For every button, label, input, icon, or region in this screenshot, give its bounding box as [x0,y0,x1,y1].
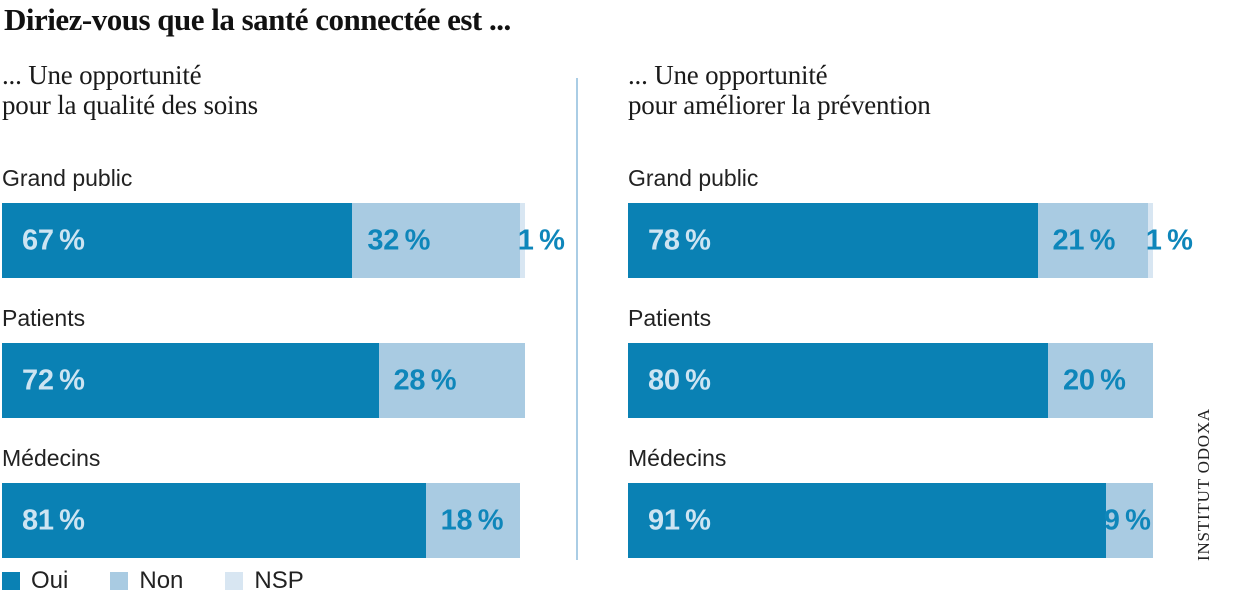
panel-prevention: ... Une opportunité pour améliorer la pr… [628,60,1193,558]
stacked-bar: 67 % 32 % 1 % [2,203,565,278]
legend-item-non: Non [110,567,183,595]
bar-row: Médecins 81 % 18 % [2,444,525,558]
category-label: Patients [2,305,86,331]
bar-value-label: 20 % [1063,364,1126,396]
stacked-bar: 81 % 18 % [2,483,525,558]
bar-value-label: 81 % [22,504,85,536]
bar-rows: Grand public 78 % 21 % 1 % Patients 80 % 20 % M… [628,164,1193,558]
page-title: Diriez-vous que la santé connectée est .… [4,2,511,37]
category-label: Patients [628,305,712,331]
stacked-bar: 78 % 21 % 1 % [628,203,1193,278]
bar-value-label: 78 % [648,224,711,256]
bar-value-label: 18 % [440,504,504,536]
panel-subtitle: ... Une opportunité pour améliorer la pr… [628,60,1153,120]
source-credit: INSTITUT ODOXA [1194,407,1213,561]
legend-swatch-icon [110,572,129,590]
category-label: Médecins [628,445,727,471]
panel-subtitle-line2: pour améliorer la prévention [628,90,931,120]
bar-segment-nsp: 1 % [518,203,565,278]
bar-segment-non: 9 % [1103,483,1153,558]
legend-label: Oui [31,567,69,594]
bar-row: Patients 72 % 28 % [2,304,525,418]
bar-segment-non: 32 % [352,203,520,278]
bar-segment-non: 18 % [425,483,520,558]
bar-segment-oui: 72 % [2,343,379,418]
panel-subtitle: ... Une opportunité pour la qualité des … [2,60,525,120]
category-label: Médecins [2,445,101,471]
bar-value-label: 32 % [367,224,431,256]
bar-segment-non: 28 % [378,343,525,418]
bar-segment-oui: 81 % [2,483,426,558]
legend-label: NSP [254,567,304,594]
bar-value-label: 72 % [22,364,85,396]
bar-value-label: 80 % [648,364,711,396]
bar-value-label: 21 % [1052,224,1116,256]
panel-divider-line [576,78,578,560]
bar-segment-oui: 91 % [628,483,1106,558]
bar-segment-non: 21 % [1037,203,1148,278]
panel-subtitle-line1: ... Une opportunité [628,60,828,90]
legend-swatch-icon [2,572,20,590]
bar-segment-non: 20 % [1048,343,1153,418]
category-label: Grand public [2,165,133,191]
bar-value-label: 28 % [393,364,457,396]
bar-value-label: 91 % [648,504,711,536]
legend-item-nsp: NSP [225,567,304,595]
bar-segment-oui: 80 % [628,343,1048,418]
chart-legend: Oui Non NSP [2,567,525,595]
stacked-bar: 72 % 28 % [2,343,525,418]
bar-value-label: 9 % [1103,504,1151,536]
bar-row: Patients 80 % 20 % [628,304,1153,418]
bar-value-label: 1 % [517,224,565,256]
panel-subtitle-line2: pour la qualité des soins [2,90,258,120]
bar-segment-nsp: 1 % [1146,203,1193,278]
bar-row: Grand public 78 % 21 % 1 % [628,164,1193,278]
legend-item-oui: Oui [2,567,68,595]
bar-value-label: 67 % [22,224,85,256]
stacked-bar: 91 % 9 % [628,483,1153,558]
bar-rows: Grand public 67 % 32 % 1 % Patients 72 % 28 % M… [2,164,565,558]
bar-row: Médecins 91 % 9 % [628,444,1153,558]
category-label: Grand public [628,165,759,191]
bar-segment-oui: 67 % [2,203,353,278]
legend-swatch-icon [225,572,244,590]
panel-subtitle-line1: ... Une opportunité [2,60,202,90]
legend-label: Non [139,567,184,594]
stacked-bar: 80 % 20 % [628,343,1153,418]
bar-row: Grand public 67 % 32 % 1 % [2,164,565,278]
bar-value-label: 1 % [1145,224,1193,256]
panel-qualite-soins: ... Une opportunité pour la qualité des … [2,60,565,595]
bar-segment-oui: 78 % [628,203,1038,278]
